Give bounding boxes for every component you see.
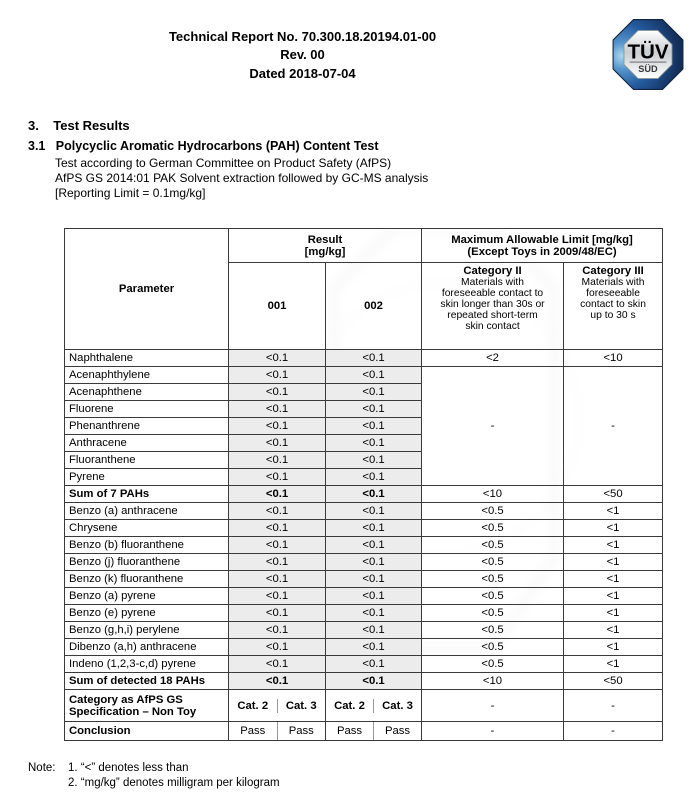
- svg-text:TÜV: TÜV: [627, 40, 668, 63]
- svg-text:SÜD: SÜD: [638, 64, 658, 74]
